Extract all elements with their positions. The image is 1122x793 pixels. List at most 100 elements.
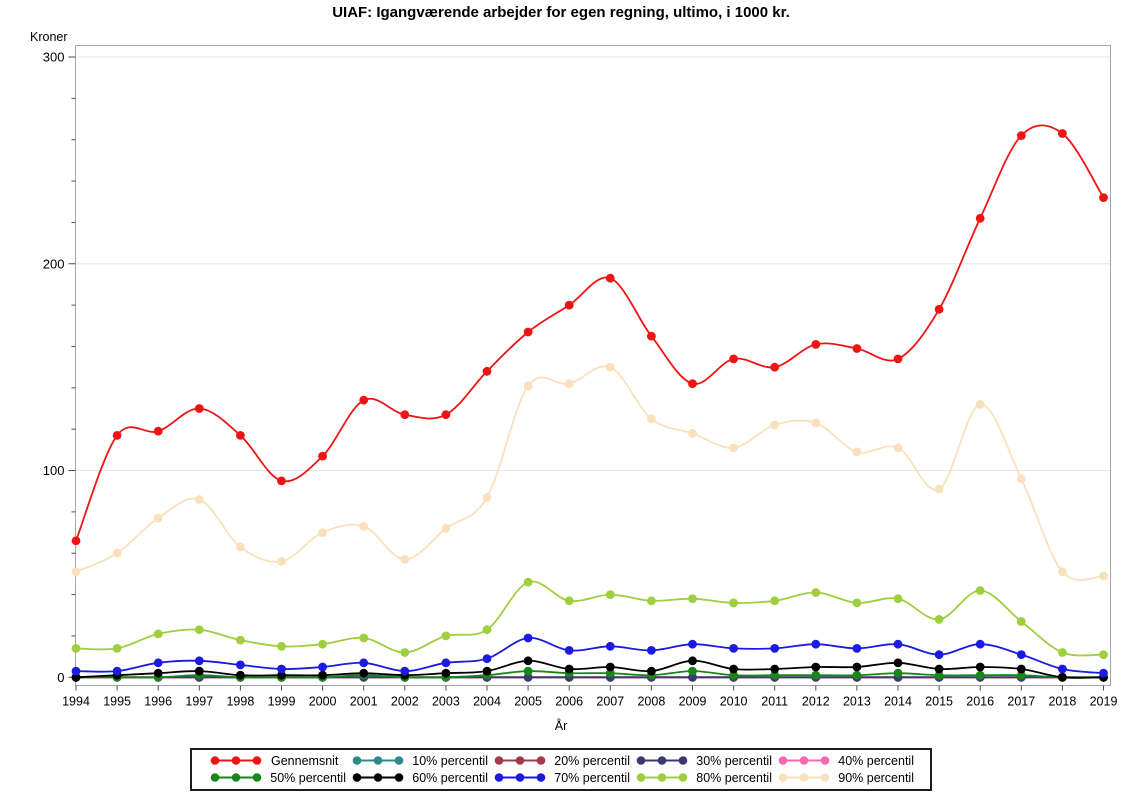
data-point-80-percentil [605, 590, 615, 599]
data-point-90-percentil [318, 528, 327, 537]
legend-marker-dot [636, 773, 646, 782]
data-point-60-percentil [1016, 664, 1026, 674]
data-point-90-percentil [71, 567, 81, 577]
x-tick-label: 2006 [555, 695, 583, 709]
data-point-60-percentil [482, 666, 492, 676]
legend-marker-dot [657, 773, 667, 782]
data-point-50-percentil [605, 668, 615, 678]
data-point-gennemsnit [893, 354, 903, 364]
x-tick-label: 1999 [268, 695, 296, 709]
legend-marker-40-percentil [778, 756, 830, 765]
data-point-60-percentil [277, 670, 286, 680]
legend-label: 90% percentil [838, 770, 914, 785]
x-tick-label: 2019 [1090, 695, 1118, 709]
data-point-gennemsnit [729, 354, 738, 364]
data-point-90-percentil [770, 420, 780, 430]
data-point-70-percentil [277, 664, 286, 674]
legend-marker-dot [394, 773, 404, 782]
data-point-70-percentil [441, 658, 451, 668]
x-tick-label: 2018 [1048, 695, 1076, 709]
data-point-70-percentil [647, 646, 656, 655]
y-tick-label: 0 [57, 670, 64, 685]
legend-item-90-percentil: 90% percentil [776, 769, 914, 786]
data-point-80-percentil [400, 648, 410, 657]
legend-marker-dot [231, 756, 241, 765]
y-tick-label: 100 [43, 463, 65, 478]
data-point-gennemsnit [153, 426, 163, 436]
x-tick-label: 2011 [761, 695, 788, 709]
data-point-70-percentil [811, 639, 821, 649]
data-point-90-percentil [112, 548, 122, 558]
x-tick-label: 2010 [720, 695, 748, 709]
legend-item-40-percentil: 40% percentil [776, 752, 914, 769]
x-tick-label: 1998 [226, 695, 254, 709]
legend-item-60-percentil: 60% percentil [350, 769, 488, 786]
data-point-gennemsnit [359, 395, 369, 405]
legend-item-30-percentil: 30% percentil [634, 752, 772, 769]
data-point-50-percentil [688, 666, 697, 676]
legend-label: Gennemsnit [271, 753, 339, 768]
legend-marker-dot [799, 756, 809, 765]
data-point-50-percentil [852, 670, 862, 680]
data-point-80-percentil [811, 588, 821, 597]
data-point-60-percentil [236, 670, 245, 680]
data-point-70-percentil [1058, 664, 1067, 674]
data-point-70-percentil [975, 639, 985, 649]
legend-marker-dot [678, 756, 688, 765]
legend-item-80-percentil: 80% percentil [634, 769, 772, 786]
y-tick-label: 200 [43, 256, 65, 271]
data-point-90-percentil [605, 362, 615, 372]
data-point-60-percentil [647, 666, 656, 676]
data-point-70-percentil [852, 644, 862, 653]
data-point-90-percentil [277, 557, 286, 566]
data-point-60-percentil [934, 664, 944, 674]
data-point-30-percentil [523, 672, 533, 682]
x-tick-label: 2001 [350, 695, 378, 709]
data-point-90-percentil [893, 443, 903, 453]
data-point-50-percentil [1016, 670, 1026, 680]
legend-marker-gennemsnit [210, 756, 262, 765]
data-point-gennemsnit [852, 344, 862, 353]
data-point-60-percentil [318, 670, 327, 680]
data-point-gennemsnit [811, 340, 821, 349]
data-point-70-percentil [194, 656, 204, 666]
data-point-90-percentil [194, 495, 204, 504]
data-point-60-percentil [688, 656, 697, 666]
data-point-60-percentil [564, 664, 574, 674]
data-point-70-percentil [934, 650, 944, 659]
data-point-90-percentil [1016, 474, 1026, 484]
legend-marker-dot [373, 756, 383, 765]
data-point-50-percentil [811, 670, 821, 680]
legend-label: 50% percentil [270, 770, 346, 785]
data-point-80-percentil [441, 631, 451, 641]
legend-marker-dot [352, 756, 362, 765]
data-point-80-percentil [112, 644, 122, 653]
data-point-90-percentil [236, 542, 245, 552]
x-tick-label: 2016 [966, 695, 994, 709]
data-point-80-percentil [852, 598, 862, 608]
y-axis-title: Kroner [30, 30, 68, 44]
data-point-80-percentil [1058, 648, 1067, 657]
data-point-50-percentil [893, 668, 903, 678]
legend-label: 80% percentil [696, 770, 772, 785]
legend-marker-dot [536, 773, 546, 782]
x-tick-label: 2017 [1007, 695, 1035, 709]
data-point-90-percentil [1058, 567, 1067, 577]
legend-marker-dot [657, 756, 667, 765]
x-tick-label: 2003 [432, 695, 460, 709]
data-point-90-percentil [852, 447, 862, 457]
x-tick-label: 2008 [637, 695, 665, 709]
legend-marker-dot [394, 756, 404, 765]
x-axis-title: År [554, 719, 568, 733]
legend-marker-dot [252, 773, 262, 782]
data-point-90-percentil [359, 522, 369, 531]
data-point-gennemsnit [1016, 131, 1026, 141]
data-point-80-percentil [729, 598, 738, 608]
data-point-80-percentil [893, 594, 903, 604]
data-point-60-percentil [441, 668, 451, 678]
legend-label: 10% percentil [412, 753, 488, 768]
data-point-gennemsnit [770, 362, 780, 372]
x-tick-label: 2012 [802, 695, 830, 709]
legend: Gennemsnit 10% percentil 20% percentil 30% … [190, 748, 932, 791]
data-point-50-percentil [934, 670, 944, 680]
